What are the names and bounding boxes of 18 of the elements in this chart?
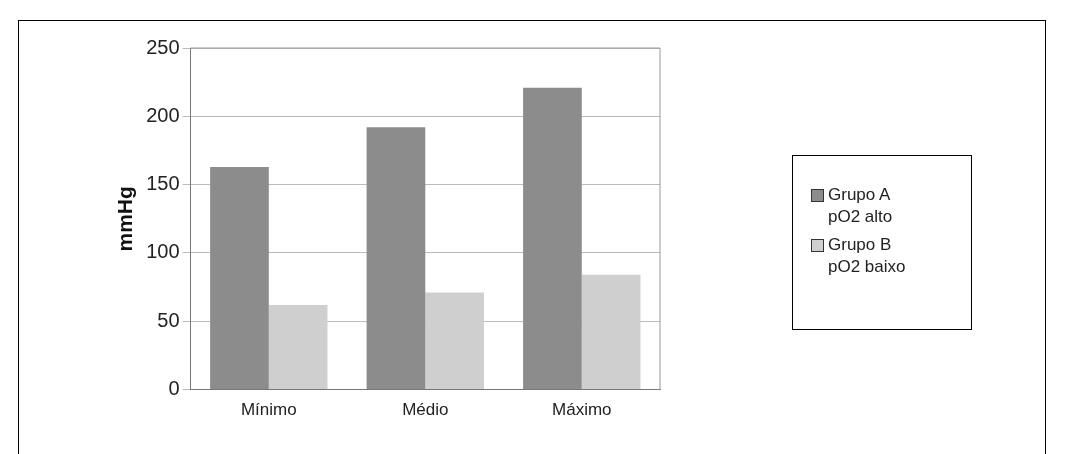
bar: [210, 166, 269, 390]
bar: [425, 292, 484, 390]
y-axis-title: mmHg: [113, 186, 137, 252]
bar: [268, 304, 328, 390]
legend-label: Grupo B pO2 baixo: [828, 234, 907, 278]
y-tick-label: 200: [146, 103, 180, 126]
x-tick-label: Máximo: [552, 400, 612, 420]
y-tick-label: 150: [146, 172, 180, 195]
bar: [581, 274, 641, 390]
x-tick-label: Médio: [402, 400, 449, 420]
bar: [523, 87, 582, 390]
y-tick-label: 250: [146, 35, 180, 58]
x-tick-label: Mínimo: [240, 400, 297, 420]
y-tick-label: 0: [168, 377, 180, 400]
legend-label: Grupo A pO2 alto: [828, 184, 894, 228]
bar: [366, 127, 426, 390]
y-tick-label: 50: [157, 308, 180, 331]
y-tick-label: 100: [146, 240, 180, 263]
